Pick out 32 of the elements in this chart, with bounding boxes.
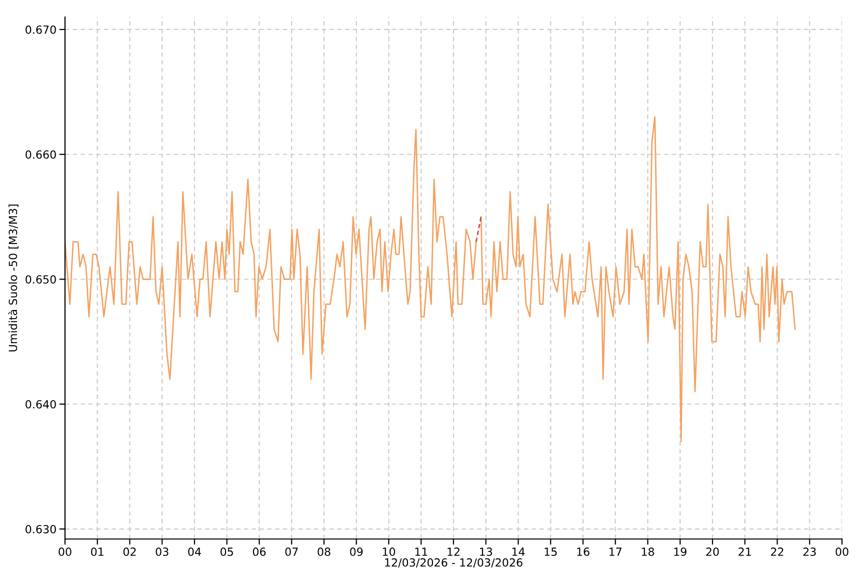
x-tick-label: 04 bbox=[188, 548, 201, 556]
x-tick-label: 17 bbox=[610, 548, 622, 556]
x-tick-label: 16 bbox=[577, 548, 590, 556]
y-axis-title: Umidità Suolo -50 [M3/M3] bbox=[8, 204, 18, 352]
x-tick-label: 00 bbox=[58, 548, 72, 556]
x-tick-label: 19 bbox=[674, 548, 686, 556]
x-tick-label: 08 bbox=[318, 548, 330, 556]
x-tick-label: 14 bbox=[512, 548, 525, 556]
y-tick-label: 0.650 bbox=[26, 275, 56, 284]
x-axis-title: 12/03/2026 - 12/03/2026 bbox=[385, 558, 522, 568]
x-tick-label: 18 bbox=[642, 548, 654, 556]
x-tick-label: 03 bbox=[156, 548, 168, 556]
x-tick-label: 12 bbox=[448, 548, 460, 556]
x-tick-label: 23 bbox=[803, 548, 816, 556]
x-tick-label: 20 bbox=[706, 548, 719, 556]
x-tick-label: 15 bbox=[544, 548, 557, 556]
y-tick-label: 0.630 bbox=[26, 524, 56, 534]
x-tick-label: 09 bbox=[350, 548, 363, 556]
x-tick-label: 07 bbox=[285, 548, 298, 556]
x-tick-label: 00 bbox=[836, 548, 848, 556]
x-tick-label: 11 bbox=[415, 548, 428, 556]
y-tick-label: 0.670 bbox=[26, 25, 56, 34]
x-tick-label: 02 bbox=[123, 548, 136, 556]
x-tick-label: 22 bbox=[770, 548, 784, 556]
x-tick-label: 01 bbox=[91, 548, 104, 556]
x-tick-label: 21 bbox=[738, 548, 751, 556]
y-tick-label: 0.660 bbox=[26, 150, 56, 159]
y-tick-label: 0.640 bbox=[26, 400, 56, 409]
x-tick-label: 05 bbox=[220, 548, 233, 556]
x-tick-label: 10 bbox=[382, 548, 396, 556]
x-tick-label: 13 bbox=[480, 548, 492, 556]
x-tick-label: 06 bbox=[252, 548, 266, 556]
